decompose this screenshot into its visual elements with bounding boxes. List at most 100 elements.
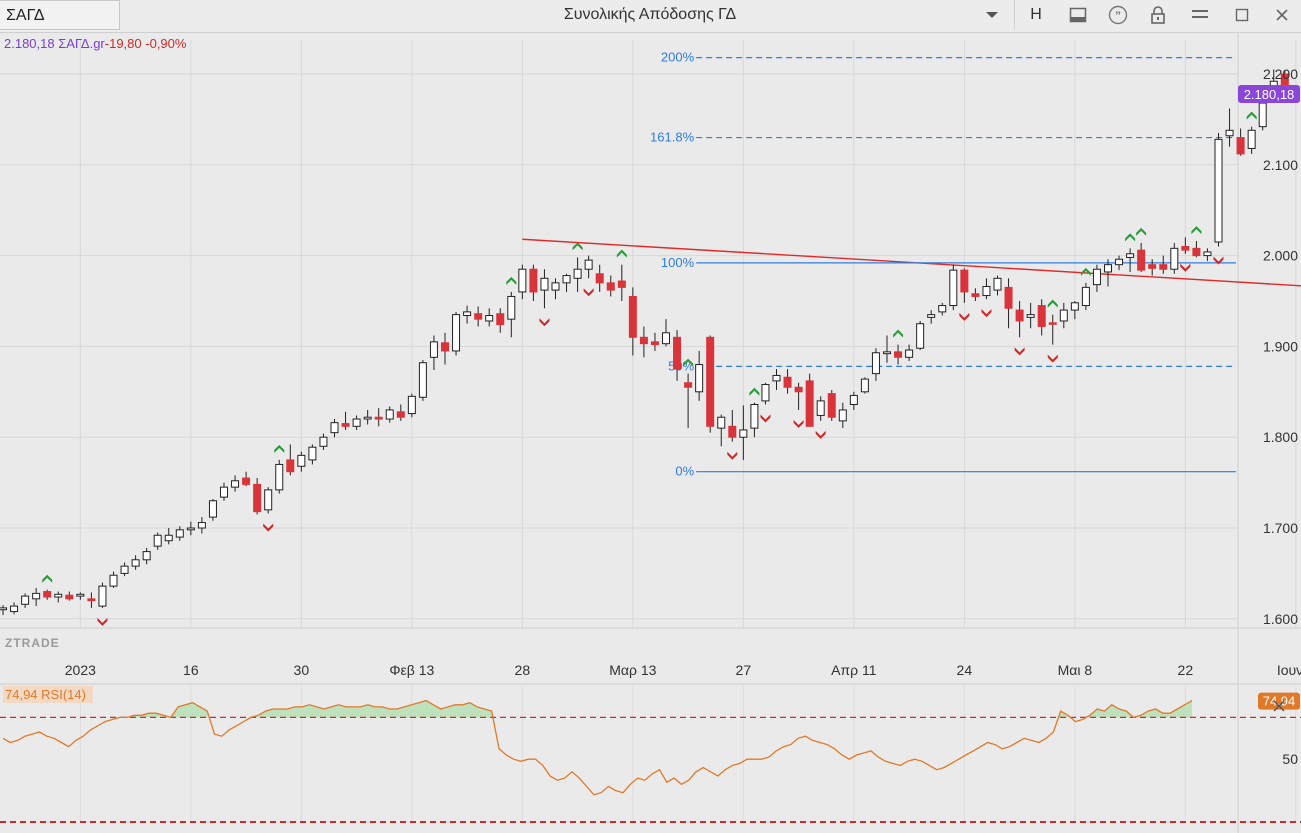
rsi-overbought-fill — [1086, 700, 1192, 718]
candle — [827, 389, 836, 421]
candle-body — [1269, 80, 1278, 98]
buy-signal-arrow — [893, 329, 904, 338]
candle-body — [1247, 129, 1256, 149]
buy-signal-arrow — [42, 574, 53, 583]
candle — [938, 302, 947, 316]
quote-line: 2.180,18 ΣΑΓΔ.gr-19,80 -0,90% — [4, 36, 186, 51]
candle-body — [982, 285, 991, 297]
menu-button[interactable] — [1184, 0, 1216, 30]
candle-body — [1059, 309, 1068, 322]
candle-body — [363, 416, 372, 420]
candle — [1269, 69, 1278, 102]
candle — [1104, 259, 1112, 287]
price-tick-label: 1.600 — [1263, 611, 1298, 627]
candle-body — [131, 559, 140, 567]
candle — [1081, 282, 1090, 311]
candle-body — [1137, 249, 1146, 271]
candle-body — [838, 409, 847, 422]
candle — [1070, 301, 1079, 320]
candle — [1048, 314, 1057, 345]
quote-symbol: ΣΑΓΔ.gr — [58, 36, 105, 51]
window-layout-button[interactable] — [1062, 0, 1094, 30]
rsi-overbought-fill — [251, 700, 493, 718]
candle-body — [1214, 138, 1223, 243]
fibonacci-layer: 200% 161.8% 100% 50% 0% — [650, 50, 1236, 479]
candle-body — [474, 313, 483, 320]
candle — [87, 592, 96, 608]
sell-signal-arrow — [97, 617, 108, 626]
candle-body — [1048, 322, 1057, 325]
candle — [584, 255, 593, 279]
candle — [330, 419, 339, 438]
buy-signal-arrow — [749, 387, 760, 396]
rsi-legend-background — [3, 686, 93, 703]
candle — [1148, 259, 1157, 276]
sell-signal-arrow — [727, 451, 738, 460]
price-change-percent: -0,90% — [145, 36, 187, 51]
comment-button[interactable]: ” — [1102, 0, 1134, 30]
candle — [1059, 302, 1068, 329]
candle — [993, 275, 1002, 296]
candle — [573, 257, 582, 292]
candle — [960, 268, 969, 303]
candle — [385, 406, 394, 423]
title-dropdown-button[interactable] — [976, 0, 1008, 30]
time-tick-label: 27 — [736, 662, 752, 678]
candle-body — [76, 593, 85, 597]
candle — [76, 592, 85, 600]
sell-signal-arrow — [583, 288, 594, 297]
candle-body — [628, 295, 637, 338]
sell-signal-arrow — [1047, 354, 1058, 363]
top-toolbar: ΣΑΓΔ Συνολικής Απόδοσης ΓΔ H ” — [0, 0, 1301, 33]
candle — [761, 382, 770, 405]
sell-signal-arrow — [539, 318, 550, 327]
sell-signal-arrow — [1180, 263, 1191, 272]
candle-body — [220, 486, 228, 498]
maximize-button[interactable] — [1226, 0, 1258, 30]
time-tick-label: Μαι 8 — [1058, 662, 1093, 678]
candle — [374, 408, 383, 427]
buy-signal-arrow — [1080, 267, 1091, 276]
candle — [628, 287, 637, 356]
candle-body — [65, 594, 74, 600]
candle-body — [883, 351, 891, 355]
buy-signal-arrow — [1125, 233, 1136, 242]
price-tick-label: 1.700 — [1263, 520, 1298, 536]
rsi-tick-label: 50 — [1282, 751, 1298, 767]
candle-body — [429, 341, 438, 358]
candle — [363, 409, 372, 425]
candle-body — [717, 416, 726, 429]
candle — [949, 264, 958, 311]
candle-body — [551, 282, 560, 291]
lock-button[interactable] — [1142, 0, 1174, 30]
candle-body — [253, 483, 262, 513]
candles-layer — [0, 69, 1289, 616]
candle-body — [916, 323, 925, 349]
period-button[interactable]: H — [1030, 6, 1042, 23]
buy-signal-arrow — [1246, 111, 1257, 120]
candle-body — [971, 293, 980, 297]
symbol-selector[interactable]: ΣΑΓΔ — [0, 0, 120, 30]
price-change: -19,80 — [104, 36, 142, 51]
candle — [518, 264, 527, 300]
close-icon — [1276, 9, 1288, 21]
candle — [308, 444, 317, 465]
candle — [551, 278, 560, 300]
candle-body — [960, 269, 969, 293]
candle-body — [905, 349, 914, 358]
candle — [894, 344, 903, 365]
candle — [905, 344, 914, 361]
candle-body — [87, 598, 96, 602]
candle-body — [1258, 102, 1267, 128]
close-button[interactable] — [1266, 0, 1298, 30]
svg-text:”: ” — [1115, 9, 1121, 23]
menu-icon — [1192, 10, 1208, 18]
candle — [231, 475, 240, 492]
candle-body — [507, 295, 516, 320]
candle-body — [452, 314, 461, 352]
candle-body — [231, 480, 240, 488]
candle — [396, 404, 405, 421]
candle-body — [1170, 247, 1179, 270]
candle — [452, 311, 461, 356]
candle-body — [1203, 251, 1212, 257]
